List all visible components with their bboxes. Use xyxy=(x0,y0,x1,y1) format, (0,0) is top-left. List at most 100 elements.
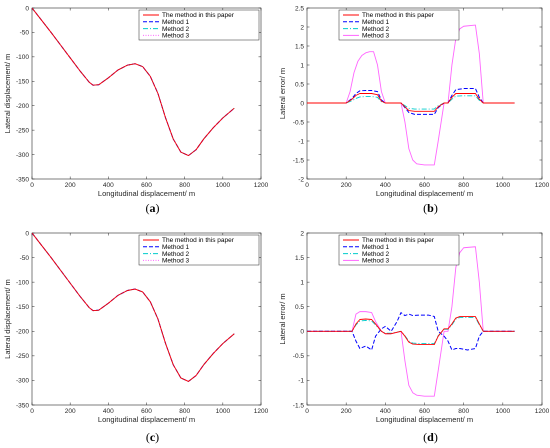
series-group xyxy=(32,8,235,157)
y-tick-label: 0.5 xyxy=(295,81,304,88)
y-tick-label: -150 xyxy=(16,304,29,311)
legend-label: The method in this paper xyxy=(362,237,435,244)
x-tick-label: 800 xyxy=(179,408,190,415)
legend-label: The method in this paper xyxy=(362,12,435,19)
y-tick-label: 0 xyxy=(25,230,29,237)
series-group xyxy=(307,246,515,397)
x-tick-label: 600 xyxy=(141,182,152,189)
y-axis-label: Lateral displacement/ m xyxy=(3,54,12,134)
y-tick-label: 1 xyxy=(300,62,304,69)
y-tick-label: 0 xyxy=(300,329,304,336)
x-tick-label: 1200 xyxy=(254,182,269,189)
series-line-method-2 xyxy=(307,95,515,110)
legend-label: Method 1 xyxy=(162,244,189,251)
legend-label: The method in this paper xyxy=(162,12,235,19)
chart-panel-a: 0 200 400 600 800 1000 1200 0 -50 -100 -150 -200 -25… xyxy=(3,5,269,215)
series-line-method-3 xyxy=(307,24,515,166)
legend-label: Method 3 xyxy=(362,258,389,265)
y-tick-label: -1.5 xyxy=(293,157,305,164)
y-tick-label: -300 xyxy=(16,378,29,385)
x-tick-label: 400 xyxy=(380,408,391,415)
series-line-the-method-in-this-paper xyxy=(307,93,515,112)
panel-caption: (d) xyxy=(423,430,438,444)
y-tick-label: -1.5 xyxy=(293,402,305,409)
legend-label: Method 2 xyxy=(362,251,389,258)
x-tick-label: 0 xyxy=(305,182,309,189)
x-tick-label: 1200 xyxy=(254,408,269,415)
y-tick-label: 2 xyxy=(300,24,304,31)
legend-label: Method 3 xyxy=(362,33,389,40)
x-tick-label: 0 xyxy=(30,182,34,189)
x-axis-label: Longitudinal displacement/ m xyxy=(376,415,473,424)
chart-panel-b: 0 200 400 600 800 1000 1200 2.5 2 1.5 1 0.5 0 -0.5 -1 -… xyxy=(278,5,550,215)
legend-label: Method 1 xyxy=(362,244,389,251)
x-tick-label: 400 xyxy=(103,182,114,189)
y-tick-label: -1 xyxy=(298,378,304,385)
x-tick-label: 600 xyxy=(141,408,152,415)
x-tick-label: 1200 xyxy=(535,408,550,415)
y-axis-label: Lateral error/ m xyxy=(278,68,287,119)
series-line-method-3 xyxy=(307,246,515,397)
y-tick-label: 1.5 xyxy=(295,43,304,50)
series-group xyxy=(307,24,515,166)
x-tick-label: 600 xyxy=(419,408,430,415)
y-tick-label: -0.5 xyxy=(293,353,305,360)
series-line-the-method-in-this-paper xyxy=(32,8,235,157)
y-tick-label: 0 xyxy=(25,5,29,12)
x-tick-label: 200 xyxy=(341,182,352,189)
y-tick-label: 1 xyxy=(300,279,304,286)
y-tick-label: -1 xyxy=(298,138,304,145)
y-tick-label: -350 xyxy=(16,402,29,409)
y-tick-label: -250 xyxy=(16,127,29,134)
y-tick-label: 2.5 xyxy=(295,5,304,12)
series-line-method-1 xyxy=(307,312,515,351)
panel-caption: (c) xyxy=(146,430,159,444)
legend-label: Method 2 xyxy=(162,251,189,258)
legend-label: The method in this paper xyxy=(162,237,235,244)
x-tick-label: 1200 xyxy=(535,182,550,189)
x-tick-label: 200 xyxy=(65,182,76,189)
series-group xyxy=(32,233,235,382)
y-tick-label: -100 xyxy=(16,279,29,286)
panel-caption: (b) xyxy=(423,201,438,215)
x-tick-label: 400 xyxy=(103,408,114,415)
series-line-the-method-in-this-paper xyxy=(32,233,235,382)
y-tick-label: 0.5 xyxy=(295,304,304,311)
y-tick-label: -350 xyxy=(16,176,29,183)
y-tick-label: -200 xyxy=(16,103,29,110)
y-tick-label: -100 xyxy=(16,54,29,61)
x-tick-label: 600 xyxy=(419,182,430,189)
x-tick-label: 200 xyxy=(341,408,352,415)
y-tick-label: 2 xyxy=(300,230,304,237)
x-tick-label: 400 xyxy=(380,182,391,189)
x-tick-label: 800 xyxy=(458,182,469,189)
series-line-the-method-in-this-paper xyxy=(307,316,515,345)
y-tick-label: 0 xyxy=(300,100,304,107)
y-axis-label: Lateral displacement/ m xyxy=(3,279,12,359)
chart-panel-d: 0 200 400 600 800 1000 1200 2 1.5 1 0.5 0 -0.5 -1 -1.5… xyxy=(278,230,550,444)
legend-label: Method 2 xyxy=(162,26,189,33)
y-tick-label: 1.5 xyxy=(295,255,304,262)
y-tick-label: -200 xyxy=(16,329,29,336)
x-axis-label: Longitudinal displacement/ m xyxy=(98,415,195,424)
y-tick-label: -150 xyxy=(16,79,29,86)
chart-panel-c: 0 200 400 600 800 1000 1200 0 -50 -100 -150 -200 -25… xyxy=(3,230,269,444)
y-tick-label: -300 xyxy=(16,152,29,159)
y-tick-label: -0.5 xyxy=(293,119,305,126)
x-tick-label: 0 xyxy=(305,408,309,415)
legend-label: Method 3 xyxy=(162,258,189,265)
y-axis-label: Lateral error/ m xyxy=(278,293,287,344)
x-tick-label: 1000 xyxy=(216,182,231,189)
x-axis-label: Longitudinal displacement/ m xyxy=(98,189,195,198)
y-tick-label: -2 xyxy=(298,176,304,183)
x-tick-label: 800 xyxy=(458,408,469,415)
y-tick-label: -250 xyxy=(16,353,29,360)
y-tick-label: -50 xyxy=(20,30,30,37)
x-tick-label: 200 xyxy=(65,408,76,415)
legend-label: Method 1 xyxy=(362,19,389,26)
y-tick-label: -50 xyxy=(20,255,30,262)
